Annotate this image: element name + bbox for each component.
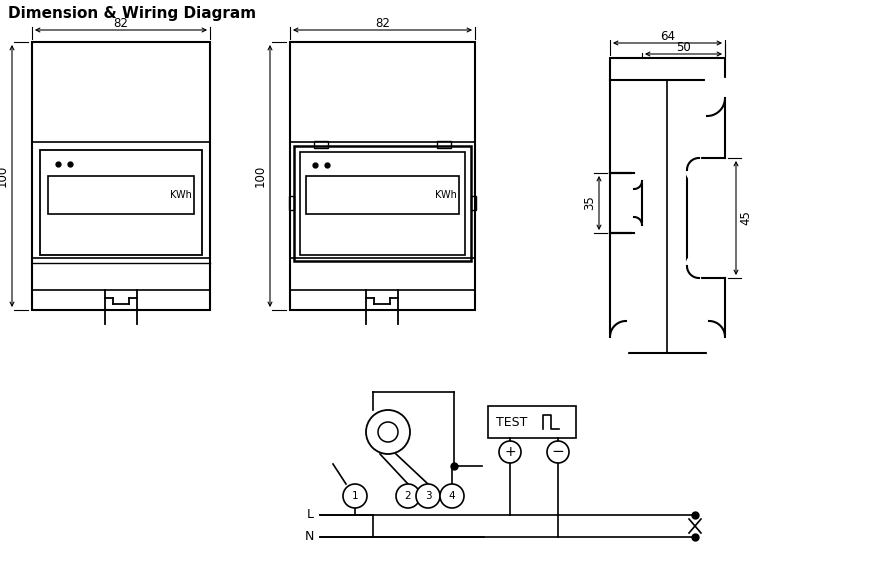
Bar bbox=[48, 176, 194, 214]
Bar bbox=[306, 176, 459, 214]
Text: 82: 82 bbox=[375, 17, 390, 30]
Text: 100: 100 bbox=[254, 165, 267, 187]
Text: KWh: KWh bbox=[170, 190, 192, 200]
Circle shape bbox=[547, 441, 569, 463]
Bar bbox=[488, 406, 576, 438]
Text: L: L bbox=[307, 509, 314, 522]
Text: 82: 82 bbox=[113, 17, 128, 30]
Text: 50: 50 bbox=[676, 41, 691, 54]
Circle shape bbox=[416, 484, 440, 508]
Text: TEST: TEST bbox=[496, 416, 527, 429]
Text: 3: 3 bbox=[424, 491, 431, 501]
Text: N: N bbox=[305, 530, 314, 544]
Bar bbox=[314, 141, 328, 148]
Bar bbox=[471, 196, 476, 210]
Text: 64: 64 bbox=[660, 30, 675, 43]
Bar bbox=[610, 58, 725, 80]
Bar bbox=[40, 150, 202, 255]
Bar bbox=[300, 152, 465, 255]
Text: Dimension & Wiring Diagram: Dimension & Wiring Diagram bbox=[8, 6, 256, 21]
Bar bbox=[437, 141, 451, 148]
Circle shape bbox=[378, 422, 398, 442]
Bar bbox=[289, 196, 294, 210]
Circle shape bbox=[440, 484, 464, 508]
Text: 1: 1 bbox=[352, 491, 358, 501]
Text: 45: 45 bbox=[739, 211, 752, 226]
Text: +: + bbox=[505, 445, 516, 459]
Circle shape bbox=[499, 441, 521, 463]
Text: 2: 2 bbox=[405, 491, 411, 501]
Circle shape bbox=[343, 484, 367, 508]
Text: KWh: KWh bbox=[435, 190, 457, 200]
Text: 100: 100 bbox=[0, 165, 9, 187]
Text: −: − bbox=[552, 444, 564, 460]
Text: 4: 4 bbox=[449, 491, 456, 501]
Bar bbox=[294, 146, 471, 261]
Circle shape bbox=[396, 484, 420, 508]
Circle shape bbox=[366, 410, 410, 454]
Bar bbox=[32, 42, 210, 310]
Text: 35: 35 bbox=[583, 196, 596, 211]
Bar bbox=[290, 42, 475, 310]
